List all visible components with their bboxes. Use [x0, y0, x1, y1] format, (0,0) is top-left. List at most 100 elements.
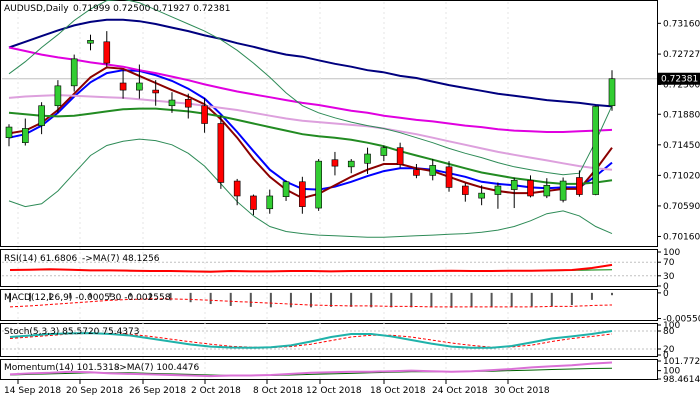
candle-body — [70, 58, 78, 87]
candle-body — [331, 159, 339, 167]
candle-body — [559, 180, 567, 201]
rsi-line — [9, 263, 613, 273]
price-tick-label: 0.70590 — [663, 202, 700, 212]
bull-candle — [494, 182, 502, 209]
candle-body — [54, 85, 62, 107]
candle-body — [478, 192, 485, 199]
candle-body — [103, 41, 111, 64]
bear-candle — [233, 178, 241, 206]
bull-candle — [136, 64, 143, 99]
candle-body — [380, 147, 388, 156]
momentum-ma-label: ->MA(7) 100.4476 — [116, 363, 200, 373]
candle-body — [315, 160, 322, 209]
macd-tick-label: 0 — [663, 289, 669, 299]
stoch-main-line — [9, 330, 613, 349]
bull-candle — [559, 177, 567, 203]
macd-pane-frame — [0, 289, 658, 321]
rsi-tick-label: 30 — [663, 272, 675, 282]
momentum-title: Momentum(14) 101.5318 — [4, 363, 120, 373]
bear-candle — [119, 70, 127, 99]
candle-body — [250, 195, 257, 210]
rsi-ma-label: ->MA(7) 48.1256 — [82, 254, 160, 264]
stoch-tick-label: 100 — [663, 321, 680, 331]
bear-candle — [299, 176, 306, 214]
price-tick-label: 0.70160 — [663, 232, 700, 242]
candle-body — [429, 165, 437, 176]
macd-title: MACD(12,26,9) -0.000530 -0.002558 — [4, 293, 171, 303]
momentum-plot: 101.772310098.4614 — [9, 357, 700, 385]
bear-candle — [103, 31, 111, 67]
time-tick-label: 2 Oct 2018 — [191, 386, 241, 396]
bull-candle — [364, 147, 371, 174]
bull-candle — [168, 92, 176, 113]
bear-candle — [527, 175, 534, 198]
bull-candle — [315, 159, 322, 211]
momentum-tick-label: 98.4614 — [663, 375, 700, 385]
candle-body — [282, 181, 290, 197]
stoch-title: Stoch(5,3,3) 85.5720 75.4373 — [4, 327, 139, 337]
candle-body — [266, 195, 274, 210]
grid-lines — [2, 2, 657, 379]
time-axis: 14 Sep 2018 20 Sep 2018 26 Sep 2018 2 Oct 2… — [4, 380, 550, 396]
bull-candle — [429, 159, 437, 181]
bull-candle — [592, 105, 600, 196]
time-tick-label: 18 Oct 2018 — [370, 386, 426, 396]
macd-tick-label: -0.005508 — [663, 315, 700, 325]
main-pane-frame — [0, 0, 658, 247]
momentum-line — [9, 361, 613, 378]
candle-body — [152, 89, 159, 94]
candle-body — [21, 128, 29, 143]
macd-plot: 0 -0.005508 — [9, 289, 700, 325]
bull-candle — [380, 145, 388, 162]
momentum-tick-label: 101.7723 — [663, 357, 700, 367]
time-tick-label: 12 Oct 2018 — [306, 386, 362, 396]
stoch-pane-frame — [0, 323, 658, 357]
candle-body — [462, 185, 469, 195]
candle-body — [136, 82, 143, 91]
bear-candle — [462, 183, 469, 202]
momentum-pane-frame — [0, 359, 658, 380]
candle-body — [201, 105, 208, 124]
candle-body — [217, 123, 225, 183]
rsi-tick-label: 0 — [663, 282, 669, 292]
band-upper-line — [8, 0, 613, 176]
rsi-title: RSI(14) 61.6806 — [4, 254, 77, 264]
price-axis: 0.73160 0.72727 0.72300 0.71880 0.71450 0.710… — [657, 19, 700, 242]
current-price-label: 0.72381 — [661, 75, 698, 85]
candle-body — [576, 177, 583, 195]
bear-candle — [331, 151, 339, 176]
bear-candle — [217, 115, 225, 189]
bear-candle — [413, 164, 420, 179]
price-tick-label: 0.71450 — [663, 141, 700, 151]
bear-candle — [201, 97, 208, 133]
bear-candle — [152, 80, 159, 106]
bull-candle — [87, 34, 94, 51]
time-tick-label: 8 Oct 2018 — [253, 386, 303, 396]
ma-magenta-line — [8, 46, 613, 133]
time-tick-label: 24 Oct 2018 — [432, 386, 488, 396]
candle-body — [299, 181, 306, 207]
bull-candle — [21, 118, 29, 146]
bull-candle — [266, 189, 274, 214]
candle-body — [119, 82, 127, 91]
bull-candle — [70, 54, 78, 92]
rsi-pane-frame — [0, 249, 658, 287]
bear-candle — [576, 170, 583, 197]
main-ohlc: 0.71999 0.72500 0.71927 0.72381 — [73, 4, 230, 14]
time-tick-label: 26 Sep 2018 — [129, 386, 186, 396]
momentum-tick-label: 100 — [663, 367, 680, 377]
bear-candle — [250, 194, 257, 216]
candle-body — [413, 169, 420, 176]
ma-navy-line — [8, 18, 613, 108]
candle-body — [445, 166, 453, 188]
rsi-tick-label: 100 — [663, 248, 680, 258]
price-tick-label: 0.72300 — [663, 80, 700, 90]
bull-candle — [5, 124, 13, 147]
bull-candle — [38, 102, 45, 135]
ma-plum-line — [8, 94, 613, 171]
stoch-tick-label: 80 — [663, 327, 675, 337]
price-tick-label: 0.71880 — [663, 110, 700, 120]
bull-candle — [478, 185, 485, 206]
